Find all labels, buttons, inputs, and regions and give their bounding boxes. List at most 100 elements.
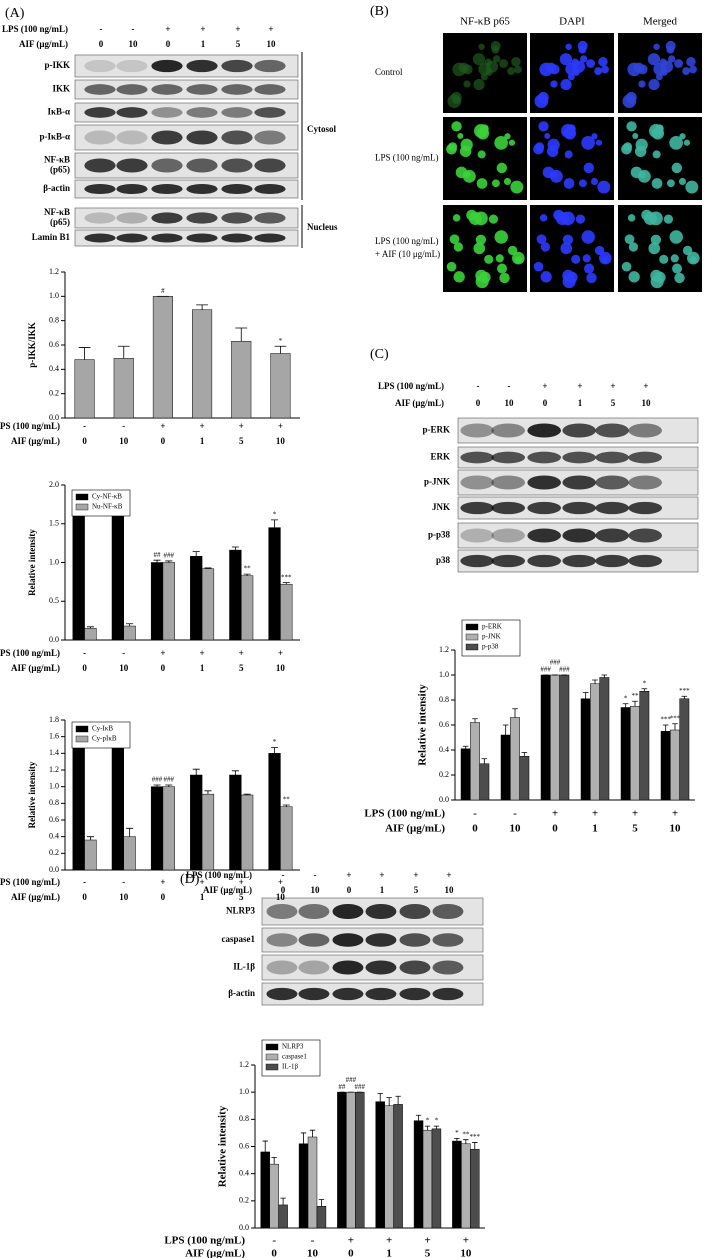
panel-label: (C) bbox=[370, 347, 389, 362]
blot-band bbox=[116, 130, 148, 145]
lps-value: + bbox=[643, 381, 648, 391]
blot-band bbox=[151, 183, 183, 195]
bar bbox=[316, 1206, 327, 1229]
significance-mark: ** bbox=[283, 796, 291, 804]
x-tick-label: 1 bbox=[200, 663, 205, 673]
blot-row-label: IL-1β bbox=[233, 962, 255, 972]
x-tick-label: 0 bbox=[472, 823, 478, 835]
lps-value: - bbox=[314, 870, 317, 880]
error-bar bbox=[462, 745, 469, 749]
error-bar bbox=[86, 836, 94, 840]
blot-row-label: NF-κB bbox=[44, 207, 70, 217]
cell bbox=[581, 136, 595, 150]
cell bbox=[565, 62, 579, 76]
blot-band bbox=[266, 933, 298, 947]
x-tick-label: 5 bbox=[239, 663, 244, 673]
cell bbox=[495, 254, 504, 263]
cell bbox=[476, 178, 488, 189]
cell bbox=[453, 242, 464, 252]
x-tick-label: 10 bbox=[510, 823, 522, 835]
blot-band bbox=[116, 158, 148, 173]
error-bar bbox=[300, 1132, 307, 1144]
cell bbox=[672, 263, 683, 274]
error-bar bbox=[126, 623, 134, 627]
legend-label: caspase1 bbox=[282, 1053, 307, 1061]
cell bbox=[452, 214, 461, 222]
cell bbox=[583, 162, 595, 174]
x-tick-label: 10 bbox=[276, 663, 286, 673]
cell bbox=[670, 254, 679, 263]
bar bbox=[590, 683, 600, 801]
cell bbox=[678, 177, 687, 186]
cell bbox=[590, 177, 599, 186]
blot-band bbox=[332, 933, 364, 947]
column-header: DAPI bbox=[559, 16, 585, 28]
blot-band bbox=[365, 987, 397, 1001]
lps-value: + bbox=[165, 24, 170, 34]
aif-value: 0 bbox=[99, 39, 104, 49]
cell bbox=[624, 234, 635, 245]
blot-band bbox=[562, 528, 596, 543]
blot-band bbox=[562, 451, 596, 464]
blot-band bbox=[595, 423, 629, 438]
lps-value: + bbox=[463, 1235, 469, 1247]
blot-band bbox=[460, 501, 495, 515]
cell bbox=[544, 133, 551, 140]
legend-label: Cy-NF-κB bbox=[92, 493, 122, 501]
y-tick-label: 0.0 bbox=[49, 635, 59, 644]
significance-mark: * bbox=[455, 1129, 459, 1137]
bar bbox=[393, 1104, 403, 1229]
bar bbox=[550, 674, 560, 801]
blot-band bbox=[84, 84, 116, 95]
blot-band bbox=[254, 183, 286, 195]
blot-band bbox=[151, 212, 183, 224]
cell bbox=[689, 256, 697, 264]
lps-value: + bbox=[235, 24, 240, 34]
lps-value: + bbox=[200, 877, 205, 887]
legend-label: p-JNK bbox=[482, 633, 501, 641]
row-label: LPS (100 ng/mL) bbox=[375, 236, 439, 246]
y-tick-label: 0.6 bbox=[439, 720, 449, 729]
cell bbox=[472, 53, 486, 66]
legend-label: Cy-IκB bbox=[92, 725, 113, 733]
blot-band bbox=[399, 903, 431, 920]
blot-band bbox=[298, 960, 330, 975]
bar bbox=[670, 729, 680, 801]
lps-value: + bbox=[278, 648, 283, 658]
legend-swatch bbox=[265, 1053, 279, 1061]
blot-band bbox=[186, 183, 218, 195]
bar bbox=[260, 1151, 270, 1229]
cell bbox=[566, 124, 576, 134]
cell bbox=[669, 230, 683, 244]
bar bbox=[639, 691, 650, 801]
y-tick-label: 0.6 bbox=[49, 340, 59, 349]
lps-value: + bbox=[672, 808, 678, 820]
error-bar bbox=[165, 784, 173, 787]
cell bbox=[669, 136, 683, 150]
error-bar bbox=[280, 1197, 286, 1205]
cell bbox=[586, 272, 597, 284]
bar bbox=[479, 763, 490, 801]
cell bbox=[601, 65, 609, 74]
blot-band bbox=[151, 130, 183, 145]
legend-label: NLRP3 bbox=[282, 1043, 304, 1051]
blot-band bbox=[151, 233, 183, 243]
lps-value: + bbox=[268, 24, 273, 34]
blot-band bbox=[221, 183, 253, 195]
y-tick-label: 2.0 bbox=[49, 480, 59, 489]
cell bbox=[581, 230, 595, 244]
cell bbox=[514, 256, 522, 264]
significance-mark: *** bbox=[670, 714, 681, 722]
blot-band bbox=[595, 528, 629, 543]
blot-band bbox=[460, 475, 495, 490]
x-tick-label: 10 bbox=[276, 436, 286, 446]
cell bbox=[679, 133, 686, 140]
blot-band bbox=[628, 423, 662, 438]
blot-band bbox=[595, 501, 629, 515]
x-tick-label: 10 bbox=[307, 1248, 319, 1258]
x-tick-label: 0 bbox=[161, 663, 166, 673]
lps-value: + bbox=[446, 870, 451, 880]
cell bbox=[597, 180, 611, 194]
legend-swatch bbox=[465, 623, 479, 631]
y-tick-label: 1.0 bbox=[49, 291, 59, 300]
